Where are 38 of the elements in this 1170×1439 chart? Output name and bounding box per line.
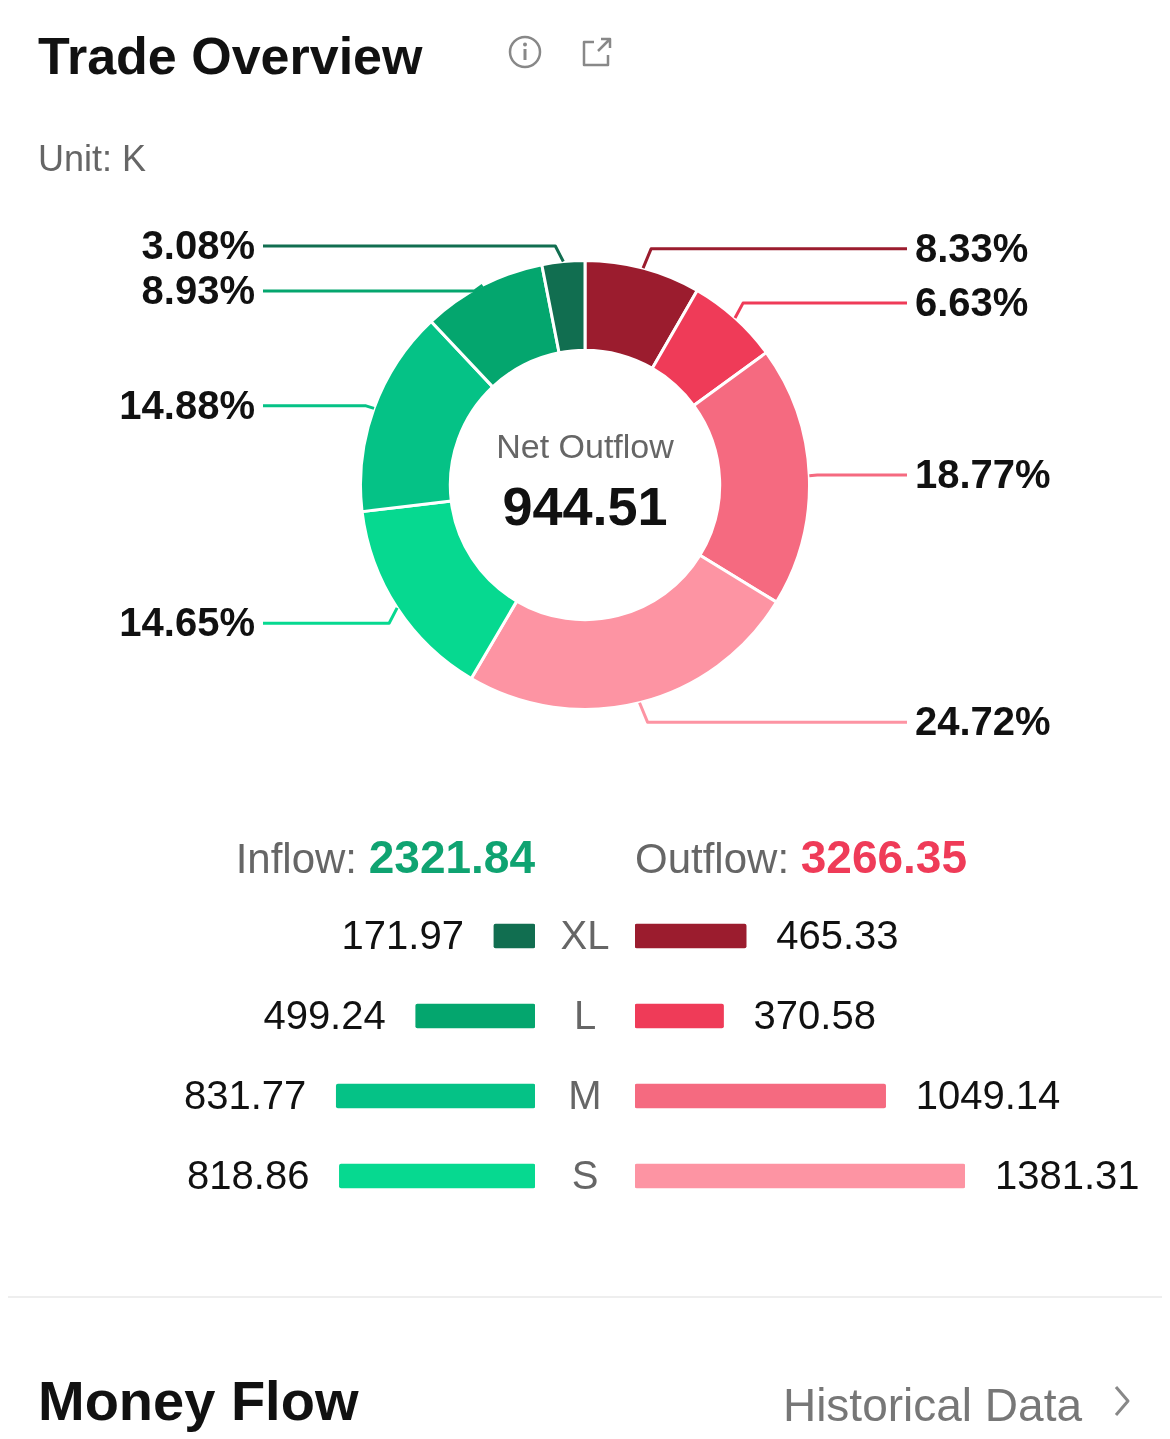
bar	[635, 1083, 886, 1109]
data-label: 171.97	[341, 913, 464, 958]
text: 3266.35	[800, 831, 968, 883]
chart-title: Trade Overview	[38, 26, 423, 86]
data-label: 8.93%	[141, 268, 255, 313]
y-tick-label: L	[573, 993, 597, 1038]
text: Inflow:	[235, 835, 359, 882]
y-tick-label: XL	[560, 913, 610, 958]
text: Net Outflow	[496, 427, 675, 466]
data-label: 831.77	[183, 1073, 307, 1118]
data-label: 8.33%	[915, 225, 1029, 270]
y-tick-label: M	[568, 1073, 602, 1118]
data-label: 18.77%	[915, 452, 1051, 497]
data-label: 6.63%	[915, 280, 1029, 325]
series-label: Outflow:	[635, 835, 791, 882]
data-label: 3.08%	[141, 223, 255, 268]
text: 944.51	[502, 475, 668, 536]
data-label: 1381.31	[995, 1153, 1140, 1198]
chart-subtitle: Unit: K	[38, 138, 147, 180]
data-label: 465.33	[776, 913, 899, 958]
text: Money Flow	[38, 1368, 359, 1433]
data-label: 818.86	[187, 1153, 310, 1198]
text: Historical Data	[782, 1378, 1082, 1432]
data-label: 14.88%	[119, 382, 255, 427]
y-tick-label: S	[571, 1153, 599, 1198]
data-label: 14.65%	[119, 600, 255, 645]
data-label: 370.58	[753, 993, 876, 1038]
bar	[339, 1163, 535, 1189]
data-label: 499.24	[263, 993, 386, 1038]
data-label: 24.72%	[915, 699, 1051, 744]
data-label: 1049.14	[915, 1073, 1061, 1118]
bar	[635, 1003, 724, 1029]
bar	[635, 1163, 965, 1189]
bar	[635, 923, 747, 949]
bar	[415, 1003, 535, 1029]
bar	[493, 923, 535, 949]
bar	[335, 1083, 535, 1109]
text: 2321.84	[368, 831, 535, 883]
